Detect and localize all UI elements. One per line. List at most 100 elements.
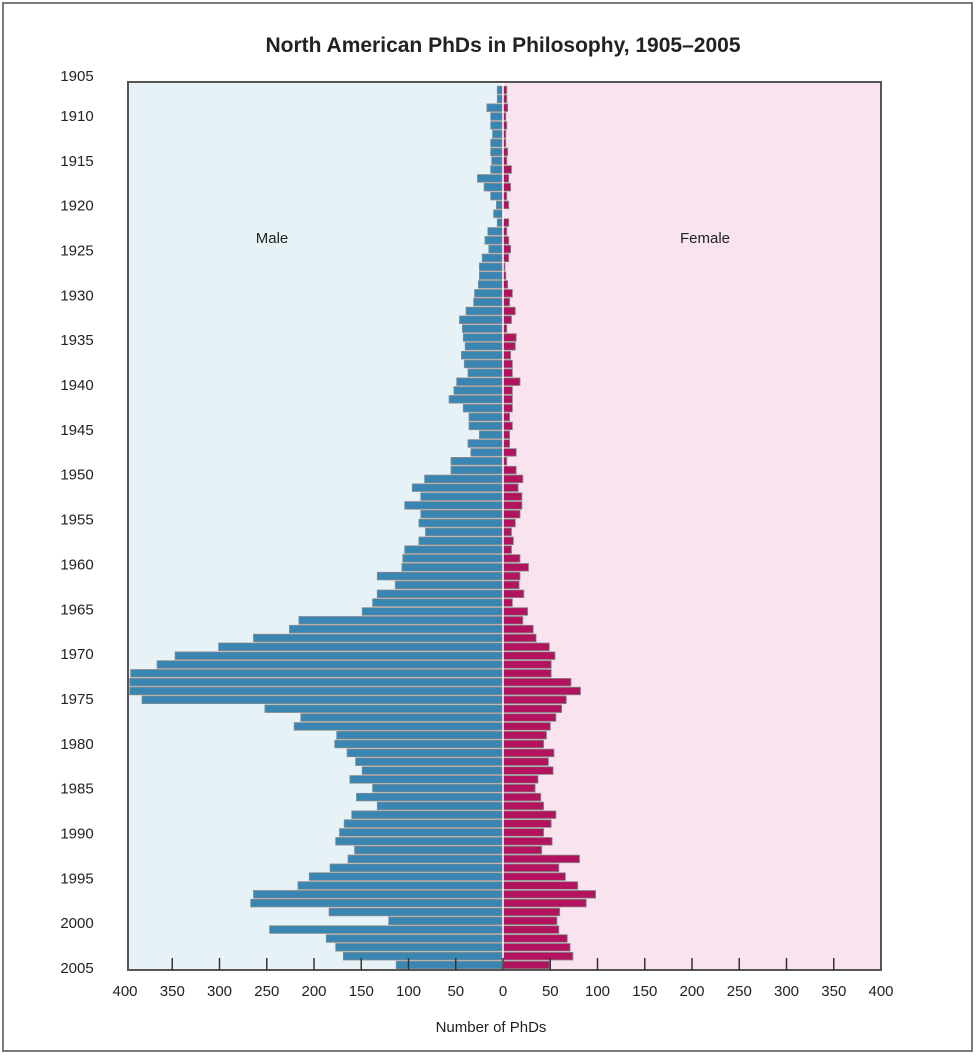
- male-bar-1937: [463, 359, 504, 369]
- female-bar-1939: [502, 377, 521, 386]
- male-bar-1914: [491, 156, 504, 165]
- x-tick-label-15: 350: [821, 983, 846, 1000]
- male-bar-1963: [376, 589, 504, 598]
- female-bar-1925: [502, 253, 510, 263]
- x-tick-label-2: 300: [207, 983, 232, 1000]
- male-bar-1969: [218, 642, 504, 651]
- male-bar-1948: [450, 456, 504, 466]
- male-bar-1908: [486, 103, 504, 112]
- female-bar-1923: [502, 236, 510, 245]
- male-bar-1988: [351, 810, 504, 819]
- male-bar-1917: [483, 182, 504, 192]
- female-bar-1953: [502, 501, 523, 510]
- female-bar-1966: [502, 616, 524, 625]
- female-bar-1959: [502, 554, 521, 563]
- female-bar-1986: [502, 792, 542, 802]
- y-tick-label-1920: 1920: [60, 198, 93, 215]
- x-tick-label-3: 250: [254, 983, 279, 1000]
- male-bar-1916: [477, 174, 504, 183]
- female-bar-1983: [502, 766, 554, 775]
- male-bar-1927: [478, 271, 504, 280]
- female-bar-1931: [502, 306, 516, 316]
- female-bar-1921: [502, 218, 510, 227]
- male-bar-2005: [395, 960, 504, 970]
- male-bar-1941: [448, 395, 504, 404]
- male-bar-1955: [418, 518, 504, 528]
- male-bar-1907: [496, 94, 504, 103]
- female-bar-1960: [502, 563, 529, 572]
- y-tick-label-1905: 1905: [60, 68, 93, 85]
- female-bar-1989: [502, 819, 552, 828]
- female-bar-1958: [502, 545, 512, 554]
- female-bar-1987: [502, 801, 544, 811]
- female-bar-1996: [502, 881, 579, 890]
- male-bar-1990: [339, 828, 504, 837]
- x-tick-label-8: 0: [499, 983, 507, 1000]
- female-label: Female: [680, 230, 730, 247]
- male-bar-1950: [424, 474, 504, 484]
- male-bar-1945: [478, 430, 504, 439]
- male-bar-1958: [404, 545, 504, 554]
- female-bar-1919: [502, 200, 510, 210]
- male-bar-1989: [343, 819, 504, 828]
- male-bar-1936: [460, 350, 504, 360]
- male-bar-1998: [250, 898, 504, 908]
- female-bar-2004: [502, 952, 574, 961]
- female-bar-1945: [502, 430, 510, 439]
- female-bar-1944: [502, 421, 513, 431]
- male-bar-1987: [376, 801, 504, 811]
- female-bar-1961: [502, 571, 521, 581]
- female-bar-1974: [502, 686, 581, 696]
- male-bar-1947: [470, 448, 504, 457]
- male-bar-2002: [325, 934, 504, 943]
- female-bar-1993: [502, 854, 580, 864]
- male-bar-1920: [493, 209, 504, 218]
- female-bar-1985: [502, 784, 536, 793]
- female-bar-1965: [502, 607, 529, 616]
- female-bar-1916: [502, 174, 510, 183]
- male-bar-1972: [130, 669, 504, 678]
- male-bar-1921: [496, 218, 504, 227]
- male-bar-1943: [468, 412, 504, 422]
- x-tick-label-1: 350: [160, 983, 185, 1000]
- male-bar-1970: [174, 651, 504, 660]
- male-bar-1946: [467, 439, 504, 448]
- female-bar-1994: [502, 863, 560, 872]
- y-tick-label-1910: 1910: [60, 108, 93, 125]
- x-tick-label-12: 200: [679, 983, 704, 1000]
- female-bar-1930: [502, 297, 510, 307]
- male-bar-1939: [456, 377, 504, 386]
- y-tick-label-1970: 1970: [60, 646, 93, 663]
- x-tick-label-0: 400: [112, 983, 137, 1000]
- y-tick-label-1995: 1995: [60, 870, 93, 887]
- male-bar-1942: [462, 403, 504, 413]
- y-tick-label-1915: 1915: [60, 153, 93, 170]
- male-bar-1944: [468, 421, 504, 431]
- female-bar-1982: [502, 757, 549, 766]
- y-tick-label-2005: 2005: [60, 960, 93, 977]
- male-bar-1949: [450, 465, 504, 475]
- female-bar-1970: [502, 651, 556, 660]
- female-bar-1962: [502, 580, 520, 590]
- male-bar-2003: [335, 943, 504, 952]
- male-bar-1994: [329, 863, 504, 872]
- female-bar-1937: [502, 359, 513, 369]
- female-bar-1972: [502, 669, 552, 678]
- female-bar-1951: [502, 483, 519, 492]
- male-bar-1980: [334, 739, 504, 749]
- male-bar-1978: [293, 722, 504, 731]
- chart-title: North American PhDs in Philosophy, 1905–…: [266, 34, 741, 57]
- female-bar-1946: [502, 439, 510, 448]
- female-bar-1941: [502, 395, 513, 404]
- female-bar-1952: [502, 492, 523, 501]
- female-bar-1984: [502, 775, 539, 784]
- female-bar-1980: [502, 739, 544, 749]
- x-tick-label-4: 200: [301, 983, 326, 1000]
- male-bar-1995: [308, 872, 504, 881]
- female-bar-1973: [502, 678, 572, 687]
- male-bar-1912: [490, 138, 504, 148]
- female-bar-1947: [502, 448, 517, 457]
- male-bar-1931: [465, 306, 504, 316]
